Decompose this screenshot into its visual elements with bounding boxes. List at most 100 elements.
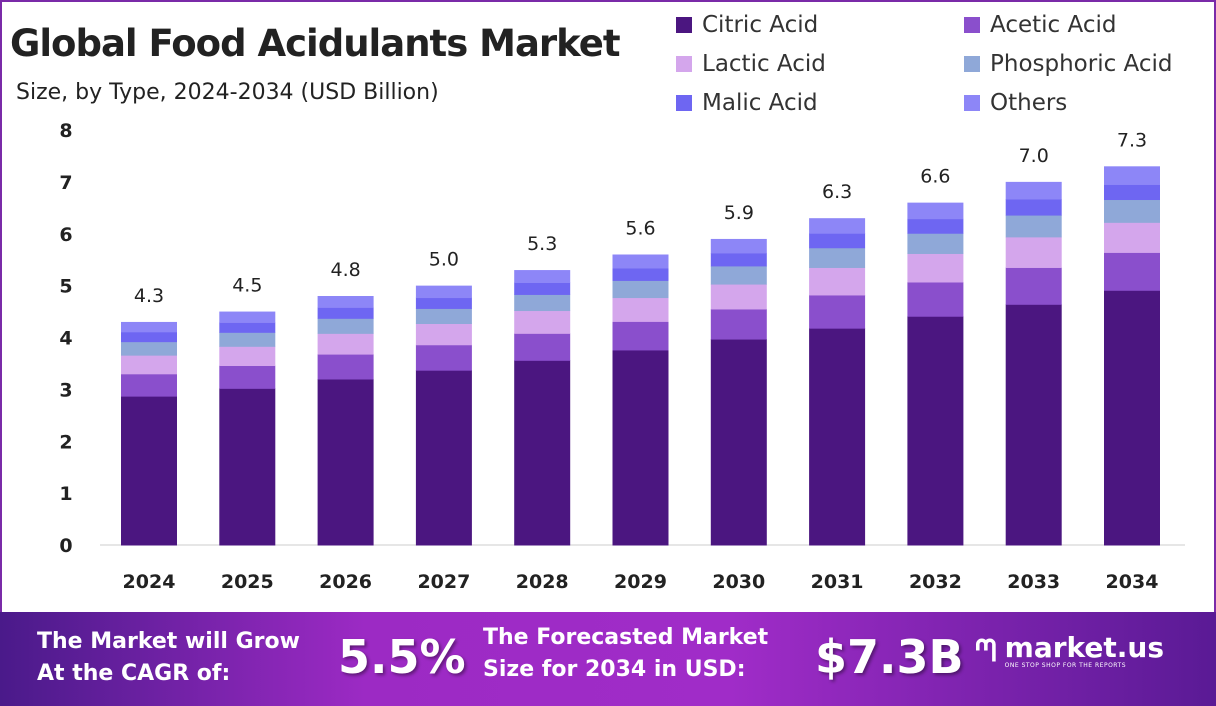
x-tick-label: 2030 [712,571,765,593]
bar-segment-citric-acid [317,379,374,546]
bar-segment-others [809,218,866,234]
bar-segment-lactic-acid [514,310,571,334]
bar-segment-others [1005,181,1062,200]
x-tick-label: 2033 [1007,571,1060,593]
bar-segment-others [514,270,571,284]
bar-segment-citric-acid [1005,304,1062,546]
bar-segment-citric-acid [219,388,276,546]
size-value: $7.3B [815,630,964,684]
bar-segment-citric-acid [612,349,669,546]
bar-segment-others [907,202,964,220]
bar-segment-lactic-acid [907,253,964,283]
x-tick-label: 2028 [516,571,569,593]
size-label-line1: The Forecasted Market [483,625,769,650]
x-tick-label: 2031 [811,571,864,593]
legend-item: Acetic Acid [964,12,1116,38]
bar-segment-lactic-acid [809,267,866,296]
cagr-label-line1: The Market will Grow [37,629,300,654]
total-data-label: 4.3 [134,285,164,307]
bar-segment-malic-acid [219,322,276,333]
legend-item: Citric Acid [676,12,818,38]
size-label-line2: Size for 2034 in USD: [483,657,746,682]
y-tick-label: 4 [59,328,72,350]
bar-segment-phosphoric-acid [1005,215,1062,238]
total-data-label: 6.6 [920,166,950,188]
y-tick-label: 0 [59,535,72,557]
market-us-logo: ᘉ market.us ONE STOP SHOP FOR THE REPORTS [975,634,1164,670]
y-tick-label: 2 [59,431,72,453]
bar-segment-acetic-acid [809,294,866,329]
bar-segment-phosphoric-acid [1104,199,1160,223]
bar-segment-lactic-acid [710,284,767,310]
bar-segment-citric-acid [415,370,472,546]
bar-segment-citric-acid [710,339,767,546]
bar-segment-malic-acid [710,252,767,267]
bar-segment-phosphoric-acid [809,247,866,268]
x-tick-label: 2025 [221,571,274,593]
bar-segment-others [415,285,472,299]
bar-segment-others [710,238,767,254]
legend-label: Malic Acid [702,90,818,116]
legend-swatch [964,95,980,111]
x-tick-label: 2032 [909,571,962,593]
legend-swatch [964,17,980,33]
bar-segment-lactic-acid [1104,222,1160,253]
bar-segment-lactic-acid [1005,236,1062,268]
bar-segment-malic-acid [809,233,866,249]
bar-segment-others [612,254,669,269]
chart-subtitle: Size, by Type, 2024-2034 (USD Billion) [16,80,439,105]
bar-segment-acetic-acid [1005,267,1062,305]
total-data-label: 7.0 [1019,145,1049,167]
bar-segment-acetic-acid [1104,252,1160,291]
y-tick-label: 7 [59,172,72,194]
total-data-label: 4.8 [330,259,360,281]
bar-segment-malic-acid [612,267,669,281]
bar-segment-malic-acid [1005,198,1062,216]
total-data-label: 5.0 [429,249,459,271]
x-tick-label: 2026 [319,571,372,593]
bar-segment-malic-acid [907,218,964,234]
bar-segment-malic-acid [514,282,571,295]
total-data-label: 5.6 [625,218,655,240]
bar-segment-malic-acid [121,331,177,343]
legend-label: Citric Acid [702,12,819,38]
chart-title: Global Food Acidulants Market [10,22,621,65]
bar-segment-phosphoric-acid [121,341,177,356]
bar-segment-acetic-acid [612,321,669,351]
bar-segment-others [121,321,177,333]
bar-segment-phosphoric-acid [415,308,472,324]
chart-frame [0,0,1216,612]
bar-segment-malic-acid [1104,184,1160,201]
bar-segment-phosphoric-acid [219,332,276,347]
bar-segment-lactic-acid [121,355,177,375]
bar-segment-phosphoric-acid [514,294,571,312]
bar-segment-citric-acid [1104,290,1160,546]
total-data-label: 5.3 [527,233,557,255]
legend-label: Phosphoric Acid [990,51,1173,77]
bar-segment-acetic-acid [317,354,374,380]
legend-swatch [964,56,980,72]
legend-label: Others [990,90,1068,116]
bar-segment-others [317,296,374,308]
total-data-label: 4.5 [232,275,262,297]
y-tick-label: 3 [59,379,72,401]
x-tick-label: 2029 [614,571,667,593]
legend-item: Malic Acid [676,90,818,116]
legend-label: Acetic Acid [990,12,1117,38]
legend-swatch [676,17,692,33]
bar-segment-acetic-acid [710,308,767,340]
bar-chart: 0 1 2 3 4 5 6 7 8 4.3 2024 4.5 2025 4.8 2026 5.0 2027 5.3… [59,120,1185,593]
x-tick-label: 2024 [123,571,176,593]
x-tick-label: 2034 [1106,571,1159,593]
legend-label: Lactic Acid [702,51,826,77]
bar-segment-phosphoric-acid [907,233,964,254]
total-data-label: 6.3 [822,181,852,203]
bar-segment-phosphoric-acid [317,318,374,334]
bar-segment-malic-acid [415,297,472,309]
bar-segment-lactic-acid [612,297,669,322]
bar-segment-citric-acid [907,316,964,546]
bar-segment-phosphoric-acid [612,280,669,299]
legend-swatch [676,56,692,72]
y-tick-label: 8 [59,120,72,142]
cagr-label-line2: At the CAGR of: [37,661,231,686]
